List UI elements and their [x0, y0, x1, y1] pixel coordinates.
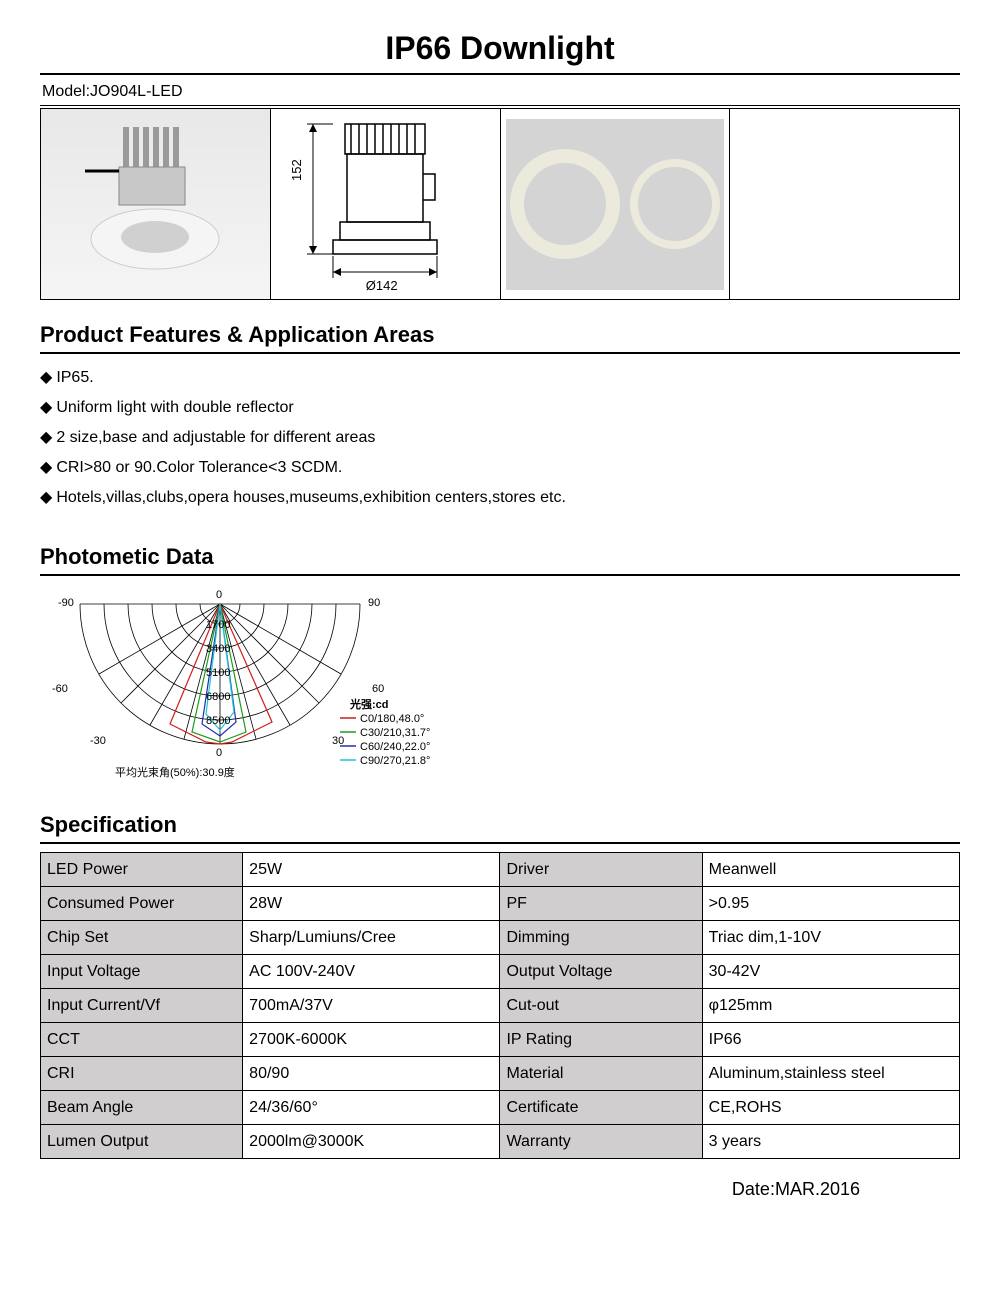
empty-cell [730, 109, 959, 299]
feature-item: Uniform light with double reflector [40, 392, 960, 422]
spec-label: IP Rating [500, 1023, 702, 1057]
features-header: Product Features & Application Areas [40, 318, 960, 354]
feature-item: IP65. [40, 362, 960, 392]
svg-text:30: 30 [332, 735, 344, 747]
spec-label: Chip Set [41, 921, 243, 955]
polar-chart: -90 -60 -30 0 30 60 90 1700 3400 5100 68… [40, 584, 460, 784]
svg-text:-60: -60 [52, 683, 68, 695]
spec-value: >0.95 [702, 887, 959, 921]
spec-value: 3 years [702, 1125, 959, 1159]
spec-label: Input Current/Vf [41, 989, 243, 1023]
spec-label: LED Power [41, 853, 243, 887]
feature-item: CRI>80 or 90.Color Tolerance<3 SCDM. [40, 452, 960, 482]
features-list: IP65. Uniform light with double reflecto… [40, 362, 960, 512]
svg-text:0: 0 [216, 589, 222, 601]
table-row: Input VoltageAC 100V-240VOutput Voltage3… [41, 955, 960, 989]
svg-text:8500: 8500 [206, 715, 230, 727]
svg-text:90: 90 [368, 597, 380, 609]
downlight-illustration [75, 119, 235, 289]
table-row: LED Power25WDriverMeanwell [41, 853, 960, 887]
spec-label: Material [500, 1057, 702, 1091]
table-row: Lumen Output2000lm@3000KWarranty3 years [41, 1125, 960, 1159]
svg-text:-30: -30 [90, 735, 106, 747]
table-row: CCT2700K-6000KIP RatingIP66 [41, 1023, 960, 1057]
dim-diameter: Ø142 [366, 278, 398, 293]
dim-height: 152 [289, 159, 304, 181]
spec-value: AC 100V-240V [243, 955, 500, 989]
feature-item: 2 size,base and adjustable for different… [40, 422, 960, 452]
svg-text:5100: 5100 [206, 667, 230, 679]
model-label: Model: [42, 83, 90, 100]
svg-text:3400: 3400 [206, 643, 230, 655]
table-row: Beam Angle24/36/60°CertificateCE,ROHS [41, 1091, 960, 1125]
date-row: Date:MAR.2016 [40, 1159, 960, 1200]
dimension-drawing: 152 Ø142 [271, 109, 501, 299]
spec-label: Cut-out [500, 989, 702, 1023]
svg-text:60: 60 [372, 683, 384, 695]
spec-value: Aluminum,stainless steel [702, 1057, 959, 1091]
feature-item: Hotels,villas,clubs,opera houses,museums… [40, 482, 960, 512]
spec-value: 2700K-6000K [243, 1023, 500, 1057]
spec-label: Output Voltage [500, 955, 702, 989]
spec-value: 2000lm@3000K [243, 1125, 500, 1159]
spec-value: 30-42V [702, 955, 959, 989]
spec-value: CE,ROHS [702, 1091, 959, 1125]
spec-value: 25W [243, 853, 500, 887]
spec-label: Driver [500, 853, 702, 887]
spec-header: Specification [40, 808, 960, 844]
ring-photo [501, 109, 731, 299]
svg-text:0: 0 [216, 747, 222, 759]
ring-small [630, 159, 720, 249]
spec-label: CRI [41, 1057, 243, 1091]
spec-value: IP66 [702, 1023, 959, 1057]
table-row: Consumed Power28WPF>0.95 [41, 887, 960, 921]
spec-label: Input Voltage [41, 955, 243, 989]
spec-value: 80/90 [243, 1057, 500, 1091]
spec-label: Certificate [500, 1091, 702, 1125]
spec-value: 28W [243, 887, 500, 921]
svg-text:光强:cd: 光强:cd [349, 697, 389, 711]
table-row: CRI80/90MaterialAluminum,stainless steel [41, 1057, 960, 1091]
svg-text:C90/270,21.8°: C90/270,21.8° [360, 755, 430, 767]
ring-big [510, 149, 620, 259]
svg-text:6800: 6800 [206, 691, 230, 703]
spec-label: PF [500, 887, 702, 921]
svg-text:-90: -90 [58, 597, 74, 609]
spec-value: 24/36/60° [243, 1091, 500, 1125]
model-value: JO904L-LED [90, 83, 183, 100]
svg-text:C0/180,48.0°: C0/180,48.0° [360, 713, 424, 725]
image-row: 152 Ø142 [40, 108, 960, 300]
spec-value: Sharp/Lumiuns/Cree [243, 921, 500, 955]
spec-label: Lumen Output [41, 1125, 243, 1159]
table-row: Chip SetSharp/Lumiuns/CreeDimmingTriac d… [41, 921, 960, 955]
spec-label: Warranty [500, 1125, 702, 1159]
svg-text:1700: 1700 [206, 619, 230, 631]
date-label: Date: [732, 1179, 775, 1199]
spec-label: Beam Angle [41, 1091, 243, 1125]
svg-text:平均光束角(50%):30.9度: 平均光束角(50%):30.9度 [115, 765, 235, 779]
spec-table: LED Power25WDriverMeanwellConsumed Power… [40, 852, 960, 1159]
page-title: IP66 Downlight [40, 30, 960, 75]
date-value: MAR.2016 [775, 1179, 860, 1199]
product-photo [41, 109, 271, 299]
spec-label: Consumed Power [41, 887, 243, 921]
svg-text:C30/210,31.7°: C30/210,31.7° [360, 727, 430, 739]
table-row: Input Current/Vf700mA/37VCut-outφ125mm [41, 989, 960, 1023]
svg-text:C60/240,22.0°: C60/240,22.0° [360, 741, 430, 753]
spec-value: φ125mm [702, 989, 959, 1023]
spec-value: Meanwell [702, 853, 959, 887]
spec-value: 700mA/37V [243, 989, 500, 1023]
spec-label: Dimming [500, 921, 702, 955]
photometric-header: Photometic Data [40, 540, 960, 576]
spec-value: Triac dim,1-10V [702, 921, 959, 955]
model-row: Model:JO904L-LED [40, 79, 960, 106]
spec-label: CCT [41, 1023, 243, 1057]
